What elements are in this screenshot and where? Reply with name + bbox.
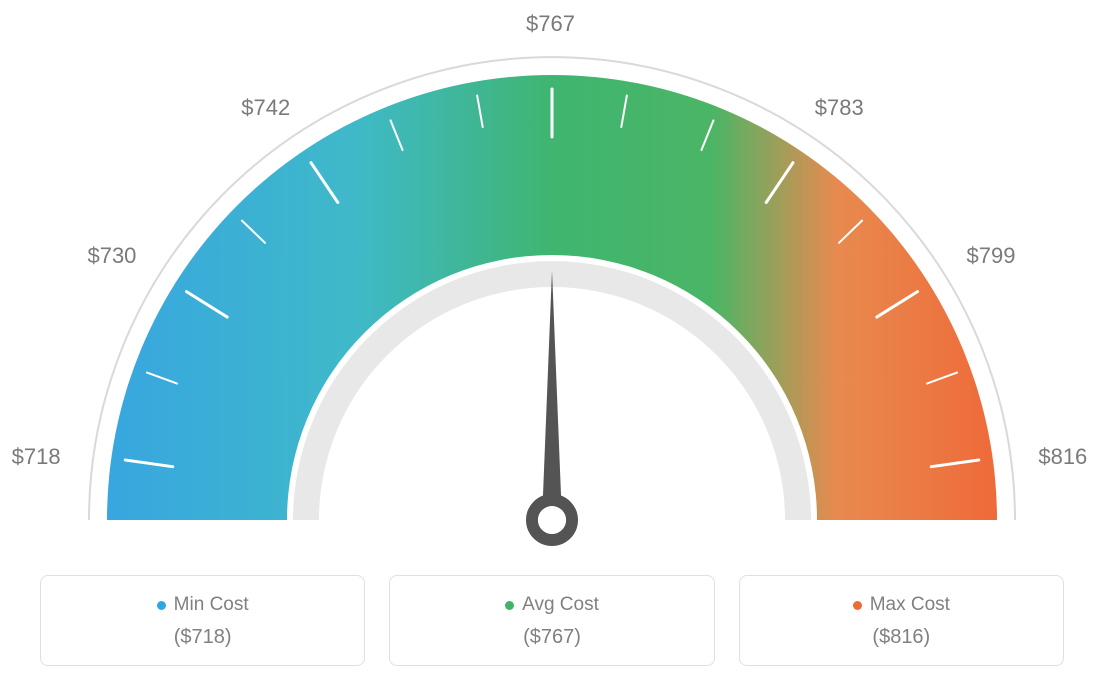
gauge-tick-label: $799 (967, 243, 1016, 269)
gauge-tick-label: $816 (1038, 444, 1087, 470)
avg-cost-label: Avg Cost (522, 594, 599, 616)
cost-legend: Min Cost ($718) Avg Cost ($767) Max Cost… (40, 575, 1064, 666)
gauge-area: $718 $730 $742 $767 $783 $799 $816 (0, 0, 1104, 560)
min-cost-label-row: Min Cost (41, 594, 364, 616)
chart-container: $718 $730 $742 $767 $783 $799 $816 Min Cost ($… (0, 0, 1104, 690)
avg-cost-dot (505, 601, 514, 610)
max-cost-box: Max Cost ($816) (739, 575, 1064, 666)
gauge-tick-label: $718 (12, 444, 61, 470)
gauge-svg (0, 0, 1104, 560)
avg-cost-box: Avg Cost ($767) (389, 575, 714, 666)
max-cost-dot (853, 601, 862, 610)
max-cost-value: ($816) (740, 626, 1063, 649)
min-cost-box: Min Cost ($718) (40, 575, 365, 666)
gauge-tick-label: $783 (815, 95, 864, 121)
max-cost-label: Max Cost (870, 594, 950, 616)
min-cost-label: Min Cost (174, 594, 249, 616)
max-cost-label-row: Max Cost (740, 594, 1063, 616)
gauge-tick-label: $730 (87, 243, 136, 269)
avg-cost-value: ($767) (390, 626, 713, 649)
gauge-tick-label: $767 (526, 11, 575, 37)
avg-cost-label-row: Avg Cost (390, 594, 713, 616)
min-cost-value: ($718) (41, 626, 364, 649)
min-cost-dot (157, 601, 166, 610)
gauge-tick-label: $742 (241, 95, 290, 121)
